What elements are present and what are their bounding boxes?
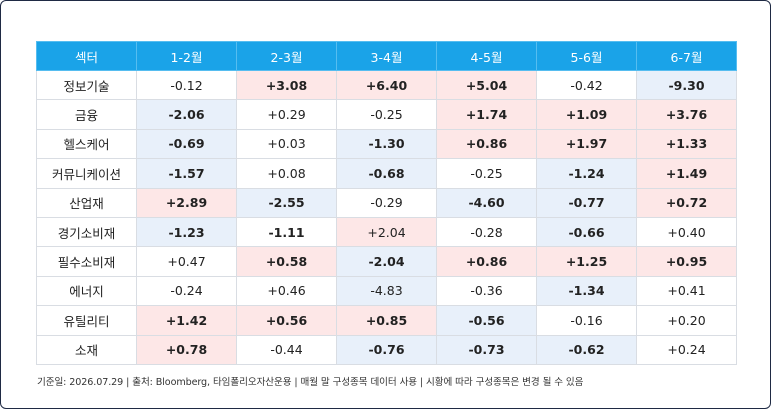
- table-row: 금융 -2.06 +0.29 -0.25 +1.74 +1.09 +3.76: [36, 99, 737, 130]
- return-value-cell: +0.41: [636, 275, 737, 307]
- sector-name-cell: 경기소비재: [36, 216, 137, 248]
- header-cell-period: 6-7월: [636, 41, 737, 71]
- header-cell-period: 1-2월: [136, 41, 237, 71]
- table-row: 경기소비재 -1.23 -1.11 +2.04 -0.28 -0.66 +0.40: [36, 216, 737, 248]
- header-cell-period: 4-5월: [436, 41, 537, 71]
- source-footnote: 기준일: 2026.07.29 | 출처: Bloomberg, 타임폴리오자산…: [37, 377, 584, 388]
- return-value-cell: +1.49: [636, 158, 737, 189]
- sector-name-cell: 헬스케어: [36, 128, 137, 160]
- return-value-cell: -9.30: [636, 69, 737, 101]
- return-value-cell: +1.97: [536, 128, 637, 160]
- return-value-cell: +0.85: [336, 305, 437, 336]
- table-header-row: 섹터 1-2월 2-3월 3-4월 4-5월 5-6월 6-7월: [36, 41, 737, 71]
- return-value-cell: -0.24: [136, 275, 237, 307]
- return-value-cell: +0.08: [236, 158, 337, 189]
- return-value-cell: -2.55: [236, 187, 337, 218]
- return-value-cell: +0.86: [436, 128, 537, 160]
- table-row: 소재 +0.78 -0.44 -0.76 -0.73 -0.62 +0.24: [36, 334, 737, 365]
- return-value-cell: +0.72: [636, 187, 737, 218]
- return-value-cell: +0.20: [636, 305, 737, 336]
- return-value-cell: -0.42: [536, 69, 637, 101]
- table-row: 에너지 -0.24 +0.46 -4.83 -0.36 -1.34 +0.41: [36, 275, 737, 307]
- return-value-cell: +0.24: [636, 334, 737, 365]
- return-value-cell: +2.04: [336, 216, 437, 248]
- return-value-cell: -1.24: [536, 158, 637, 189]
- header-cell-period: 2-3월: [236, 41, 337, 71]
- header-cell-period: 5-6월: [536, 41, 637, 71]
- return-value-cell: -2.04: [336, 246, 437, 277]
- return-value-cell: -0.56: [436, 305, 537, 336]
- return-value-cell: -0.76: [336, 334, 437, 365]
- table-body: 정보기술 -0.12 +3.08 +6.40 +5.04 -0.42 -9.30 금융 -2.0…: [36, 69, 737, 365]
- sector-name-cell: 정보기술: [36, 69, 137, 101]
- return-value-cell: +0.03: [236, 128, 337, 160]
- table-row: 산업재 +2.89 -2.55 -0.29 -4.60 -0.77 +0.72: [36, 187, 737, 218]
- sector-name-cell: 커뮤니케이션: [36, 158, 137, 189]
- return-value-cell: +0.86: [436, 246, 537, 277]
- return-value-cell: +1.09: [536, 99, 637, 130]
- return-value-cell: +5.04: [436, 69, 537, 101]
- return-value-cell: +0.95: [636, 246, 737, 277]
- return-value-cell: +0.47: [136, 246, 237, 277]
- header-cell-period: 3-4월: [336, 41, 437, 71]
- return-value-cell: -0.73: [436, 334, 537, 365]
- return-value-cell: -1.34: [536, 275, 637, 307]
- return-value-cell: +3.08: [236, 69, 337, 101]
- return-value-cell: -0.12: [136, 69, 237, 101]
- return-value-cell: -0.29: [336, 187, 437, 218]
- return-value-cell: -0.77: [536, 187, 637, 218]
- table-row: 커뮤니케이션 -1.57 +0.08 -0.68 -0.25 -1.24 +1.49: [36, 158, 737, 189]
- return-value-cell: -0.68: [336, 158, 437, 189]
- sector-name-cell: 에너지: [36, 275, 137, 307]
- return-value-cell: -0.28: [436, 216, 537, 248]
- sector-name-cell: 소재: [36, 334, 137, 365]
- return-value-cell: +0.78: [136, 334, 237, 365]
- return-value-cell: -1.30: [336, 128, 437, 160]
- table-row: 필수소비재 +0.47 +0.58 -2.04 +0.86 +1.25 +0.95: [36, 246, 737, 277]
- return-value-cell: -0.66: [536, 216, 637, 248]
- return-value-cell: +1.74: [436, 99, 537, 130]
- return-value-cell: +0.40: [636, 216, 737, 248]
- return-value-cell: -0.25: [336, 99, 437, 130]
- sector-name-cell: 유틸리티: [36, 305, 137, 336]
- return-value-cell: -0.62: [536, 334, 637, 365]
- sector-return-table: 섹터 1-2월 2-3월 3-4월 4-5월 5-6월 6-7월 정보기술 -0.…: [36, 41, 737, 365]
- return-value-cell: +1.25: [536, 246, 637, 277]
- return-value-cell: -0.69: [136, 128, 237, 160]
- return-value-cell: -1.57: [136, 158, 237, 189]
- return-value-cell: +3.76: [636, 99, 737, 130]
- return-value-cell: +0.29: [236, 99, 337, 130]
- return-value-cell: -1.11: [236, 216, 337, 248]
- return-value-cell: +0.58: [236, 246, 337, 277]
- table-row: 유틸리티 +1.42 +0.56 +0.85 -0.56 -0.16 +0.20: [36, 305, 737, 336]
- return-value-cell: -2.06: [136, 99, 237, 130]
- table-row: 정보기술 -0.12 +3.08 +6.40 +5.04 -0.42 -9.30: [36, 69, 737, 101]
- header-cell-sector: 섹터: [36, 41, 137, 71]
- sector-name-cell: 금융: [36, 99, 137, 130]
- sector-name-cell: 산업재: [36, 187, 137, 218]
- return-value-cell: +1.42: [136, 305, 237, 336]
- return-value-cell: -0.44: [236, 334, 337, 365]
- return-value-cell: -1.23: [136, 216, 237, 248]
- return-value-cell: +0.56: [236, 305, 337, 336]
- return-value-cell: +6.40: [336, 69, 437, 101]
- return-value-cell: -0.25: [436, 158, 537, 189]
- table-row: 헬스케어 -0.69 +0.03 -1.30 +0.86 +1.97 +1.33: [36, 128, 737, 160]
- sector-name-cell: 필수소비재: [36, 246, 137, 277]
- return-value-cell: +0.46: [236, 275, 337, 307]
- return-value-cell: -0.16: [536, 305, 637, 336]
- return-value-cell: +2.89: [136, 187, 237, 218]
- return-value-cell: +1.33: [636, 128, 737, 160]
- return-value-cell: -4.83: [336, 275, 437, 307]
- return-value-cell: -0.36: [436, 275, 537, 307]
- return-value-cell: -4.60: [436, 187, 537, 218]
